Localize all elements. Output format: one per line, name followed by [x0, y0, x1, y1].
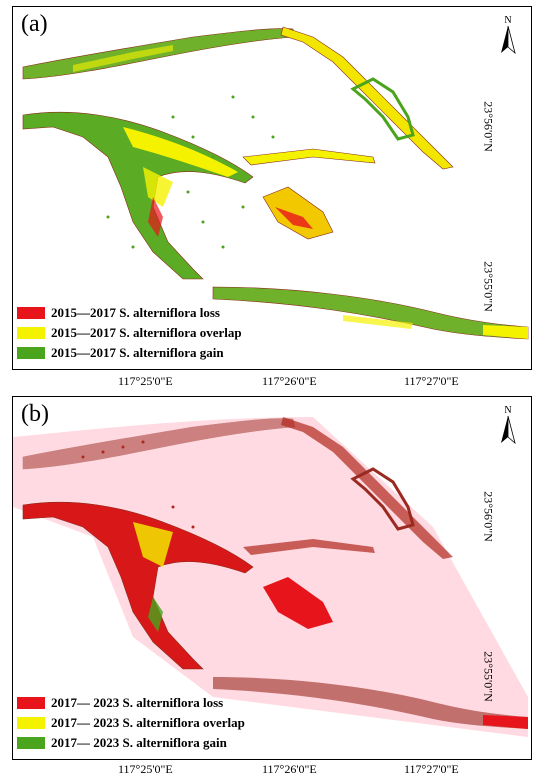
- legend-text: 2017— 2023 S. alterniflora overlap: [51, 715, 245, 730]
- legend: 2017— 2023 S. alterniflora loss 2017— 20…: [17, 693, 245, 753]
- gain-swatch: [17, 347, 45, 359]
- north-arrow-icon: N: [501, 405, 516, 445]
- panel-a-label: (a): [21, 11, 48, 37]
- loss-swatch: [17, 307, 45, 319]
- lon-label-3: 117°27'0"E: [404, 762, 459, 776]
- legend-item-loss: 2017— 2023 S. alterniflora loss: [17, 693, 245, 713]
- panel-b-label: (b): [21, 401, 49, 427]
- overlap-swatch: [17, 327, 45, 339]
- overlap-swatch: [17, 717, 45, 729]
- legend-text: 2015—2017 S. alterniflora overlap: [51, 325, 242, 340]
- gain-swatch: [17, 737, 45, 749]
- north-arrow-icon: N: [501, 15, 516, 55]
- legend-item-gain: 2017— 2023 S. alterniflora gain: [17, 733, 245, 753]
- north-label: N: [504, 405, 511, 416]
- legend-item-overlap: 2015—2017 S. alterniflora overlap: [17, 323, 242, 343]
- map-a-drawing: [22, 26, 529, 340]
- map-panel-a: (a) N 23°56'0"N 23°55'0"N 2015—2017 S. a…: [12, 6, 532, 370]
- north-label: N: [504, 15, 511, 26]
- lon-label-1: 117°25'0"E: [118, 374, 173, 388]
- lat-label-upper: 23°56'0"N: [481, 101, 496, 152]
- legend-text: 2017— 2023 S. alterniflora gain: [51, 735, 227, 750]
- legend: 2015—2017 S. alterniflora loss 2015—2017…: [17, 303, 242, 363]
- lon-label-1: 117°25'0"E: [118, 762, 173, 776]
- lon-label-2: 117°26'0"E: [262, 374, 317, 388]
- legend-text: 2015—2017 S. alterniflora gain: [51, 345, 224, 360]
- legend-item-overlap: 2017— 2023 S. alterniflora overlap: [17, 713, 245, 733]
- legend-item-gain: 2015—2017 S. alterniflora gain: [17, 343, 242, 363]
- legend-text: 2015—2017 S. alterniflora loss: [51, 305, 220, 320]
- loss-swatch: [17, 697, 45, 709]
- lon-label-3: 117°27'0"E: [404, 374, 459, 388]
- lon-label-2: 117°26'0"E: [262, 762, 317, 776]
- lat-label-lower: 23°55'0"N: [481, 261, 496, 312]
- legend-item-loss: 2015—2017 S. alterniflora loss: [17, 303, 242, 323]
- map-b-drawing: [13, 417, 528, 737]
- lat-label-lower: 23°55'0"N: [481, 651, 496, 702]
- lat-label-upper: 23°56'0"N: [481, 491, 496, 542]
- legend-text: 2017— 2023 S. alterniflora loss: [51, 695, 224, 710]
- map-panel-b: (b) N 23°56'0"N 23°55'0"N 2017— 2023 S. …: [12, 396, 532, 760]
